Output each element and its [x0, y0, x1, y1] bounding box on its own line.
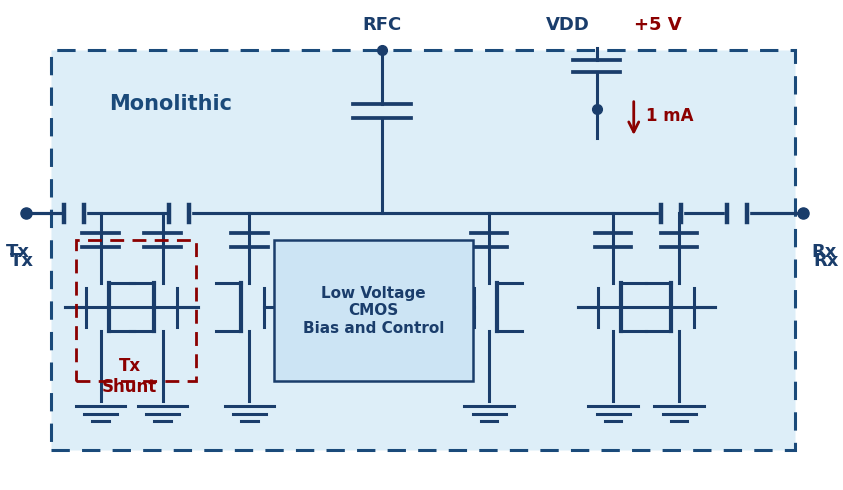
Text: Tx
Shunt: Tx Shunt — [102, 357, 157, 396]
Text: Rx: Rx — [812, 243, 837, 261]
Text: Rx: Rx — [813, 252, 839, 270]
Text: Monolithic: Monolithic — [109, 94, 232, 114]
Text: Low Voltage
CMOS
Bias and Control: Low Voltage CMOS Bias and Control — [303, 286, 444, 336]
Text: +5 V: +5 V — [634, 16, 681, 34]
Text: 1 mA: 1 mA — [646, 107, 694, 125]
Text: Tx: Tx — [6, 243, 30, 261]
FancyBboxPatch shape — [274, 240, 473, 381]
Text: VDD: VDD — [545, 16, 589, 34]
Text: Tx: Tx — [10, 252, 34, 270]
Text: RFC: RFC — [362, 16, 401, 34]
FancyBboxPatch shape — [51, 50, 795, 450]
